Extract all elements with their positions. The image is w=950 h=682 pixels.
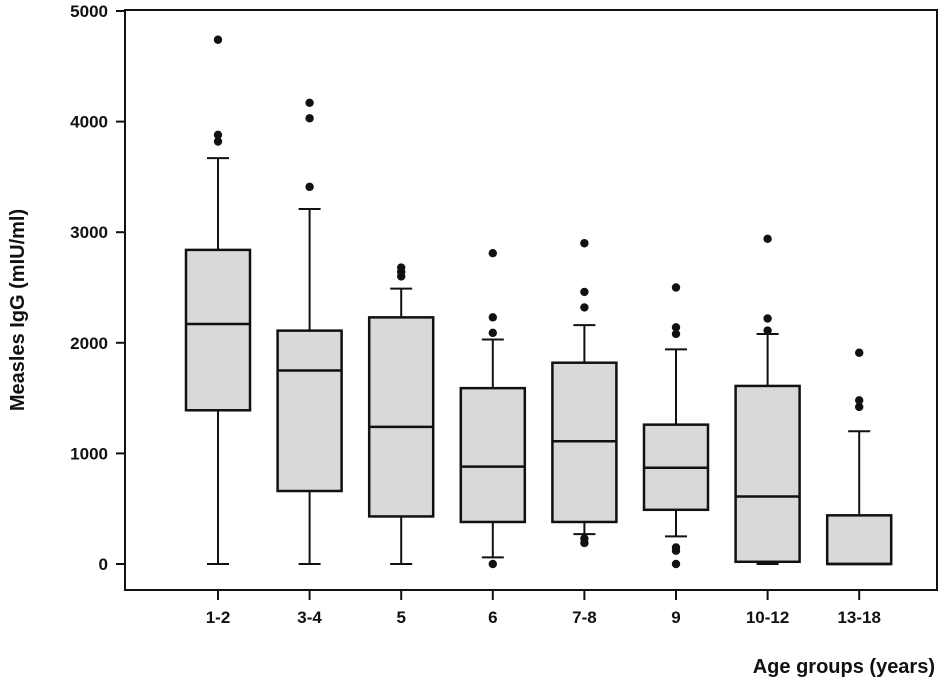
iqr-box bbox=[459, 386, 527, 524]
y-tick-label: 5000 bbox=[70, 2, 108, 21]
y-axis: 0 1000 2000 3000 4000 5000 bbox=[70, 2, 125, 574]
box-group bbox=[642, 283, 710, 569]
iqr-box bbox=[825, 514, 893, 566]
iqr-box bbox=[734, 384, 801, 564]
outlier-point bbox=[397, 263, 406, 272]
outlier-point bbox=[671, 543, 681, 552]
y-tick-label: 0 bbox=[99, 555, 108, 574]
outlier-point bbox=[580, 534, 589, 543]
x-axis: 1-2 3-4 5 6 7-8 9 10-12 13-18 bbox=[206, 590, 881, 627]
box-group bbox=[551, 239, 618, 548]
y-tick-label: 4000 bbox=[70, 113, 108, 132]
x-tick-label: 3-4 bbox=[297, 608, 322, 627]
outlier-point bbox=[488, 559, 497, 569]
outlier-point bbox=[763, 234, 772, 244]
outlier-point bbox=[671, 323, 681, 332]
y-tick-label: 1000 bbox=[70, 444, 108, 463]
outlier-point bbox=[855, 402, 864, 412]
outlier-point bbox=[855, 396, 864, 405]
outlier-point bbox=[671, 329, 681, 339]
iqr-box bbox=[184, 248, 252, 412]
box-group bbox=[825, 348, 893, 566]
x-tick-label: 6 bbox=[488, 608, 497, 627]
outlier-point bbox=[488, 328, 497, 338]
outlier-point bbox=[763, 326, 772, 335]
plot-area bbox=[124, 9, 938, 591]
x-tick-label: 5 bbox=[396, 608, 405, 627]
box-group bbox=[734, 234, 801, 565]
x-tick-label: 10-12 bbox=[746, 608, 789, 627]
outlier-point bbox=[213, 35, 223, 44]
outlier-point bbox=[763, 314, 772, 323]
iqr-box bbox=[276, 329, 343, 493]
x-axis-title: Age groups (years) bbox=[753, 656, 935, 678]
y-axis-title: Measles IgG (mIU/ml) bbox=[7, 209, 29, 411]
x-tick-label: 1-2 bbox=[206, 608, 231, 627]
iqr-box bbox=[367, 316, 435, 518]
y-tick-label: 2000 bbox=[70, 334, 108, 353]
x-tick-label: 13-18 bbox=[837, 608, 880, 627]
box-group bbox=[276, 98, 343, 565]
outlier-point bbox=[671, 283, 681, 292]
box-group bbox=[184, 35, 252, 565]
outlier-point bbox=[580, 303, 589, 312]
outlier-point bbox=[213, 130, 223, 140]
x-tick-label: 9 bbox=[671, 608, 680, 627]
outlier-point bbox=[488, 249, 497, 258]
outlier-point bbox=[305, 98, 314, 107]
boxes-layer bbox=[184, 35, 893, 569]
x-tick-label: 7-8 bbox=[572, 608, 597, 627]
outlier-point bbox=[580, 287, 589, 297]
outlier-point bbox=[855, 348, 864, 357]
outlier-point bbox=[671, 559, 681, 569]
outlier-point bbox=[488, 313, 497, 322]
box-group bbox=[367, 263, 435, 565]
box-group bbox=[459, 249, 527, 569]
outlier-point bbox=[213, 137, 223, 146]
plot-frame bbox=[124, 9, 938, 591]
outlier-point bbox=[305, 182, 314, 192]
outlier-point bbox=[305, 114, 314, 123]
y-tick-label: 3000 bbox=[70, 223, 108, 242]
outlier-point bbox=[580, 239, 589, 248]
